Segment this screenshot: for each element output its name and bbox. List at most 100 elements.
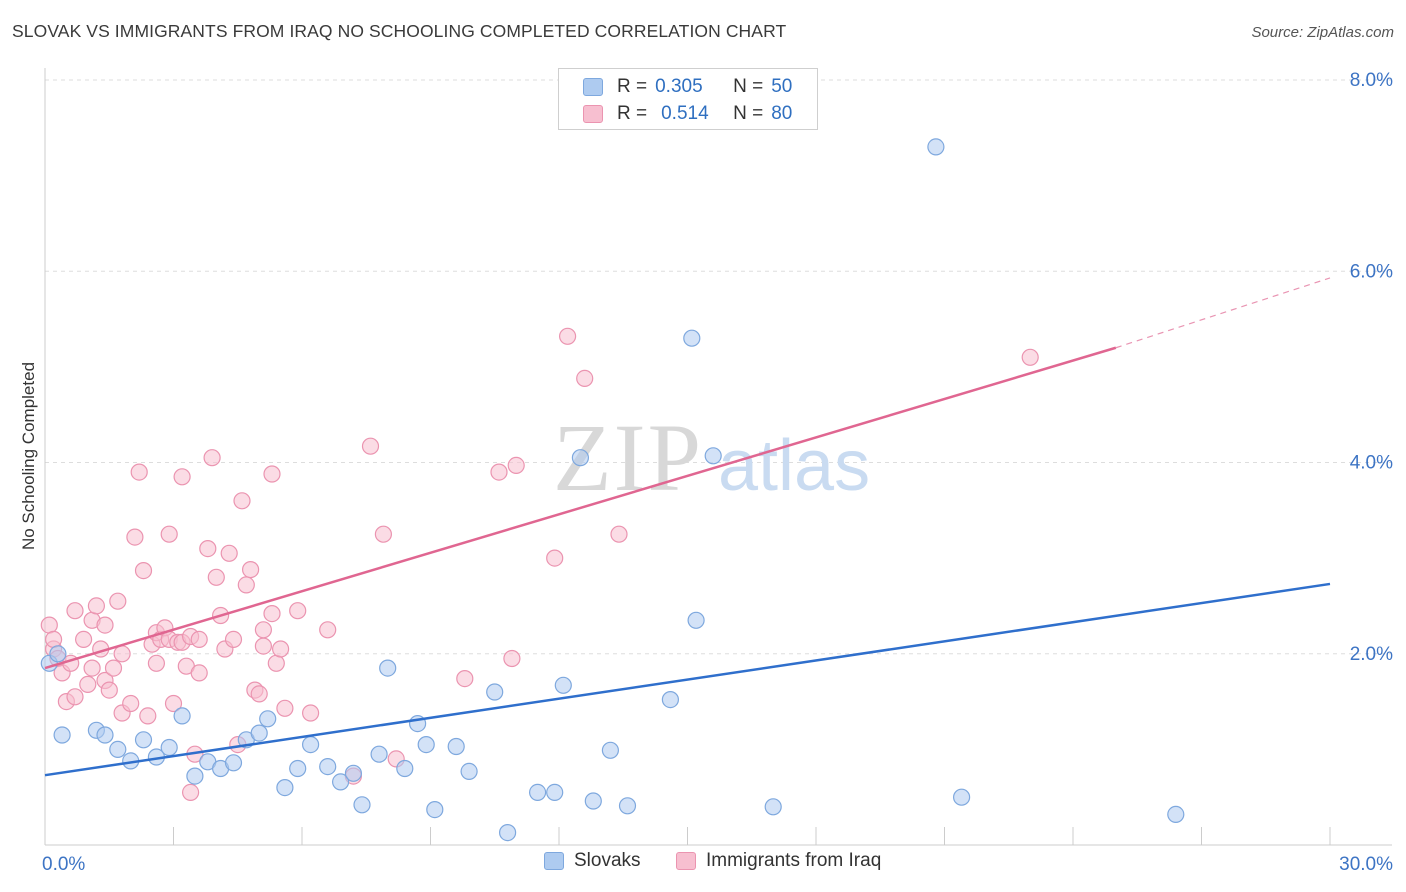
trend-lines — [44, 277, 1331, 777]
iraq-point — [250, 685, 268, 703]
slovak-point — [601, 741, 620, 759]
slovak-point — [528, 783, 547, 802]
iraq-point — [456, 669, 474, 688]
slovak-point — [486, 683, 504, 701]
iraq-point — [199, 539, 217, 558]
iraq-point — [242, 560, 260, 579]
iraq-point — [558, 327, 577, 345]
slovak-point — [1167, 805, 1185, 824]
iraq-point — [66, 688, 84, 706]
iraq-point — [113, 645, 131, 663]
iraq-point — [96, 616, 114, 634]
iraq-trend-extension — [1115, 277, 1331, 349]
slovak-point — [704, 447, 722, 465]
iraq-point — [263, 604, 281, 623]
slovak-point — [53, 726, 71, 744]
iraq-point — [160, 525, 178, 543]
iraq-point — [237, 576, 255, 594]
iraq-point — [79, 675, 97, 694]
slovak-point — [160, 738, 178, 757]
legend-n-label: N = — [733, 76, 764, 97]
watermark: ZIP atlas — [553, 404, 870, 511]
iraq-point — [83, 659, 101, 677]
grid-lines — [45, 79, 1392, 655]
slovak-point — [379, 659, 397, 677]
iraq-point — [87, 597, 106, 615]
slovak-point — [952, 788, 971, 806]
slovak-point — [344, 764, 362, 782]
legend-row-slovaks: R = 0.305 N = 50 — [583, 74, 792, 100]
slovak-point — [683, 329, 701, 347]
x-tick-label: 30.0% — [1339, 854, 1393, 875]
slovak-point — [618, 797, 637, 815]
iraq-point — [254, 621, 272, 639]
bottom-legend-swatch-iraq — [676, 852, 696, 870]
slovak-point — [186, 767, 204, 785]
slovak-point — [927, 138, 945, 156]
iraq-point — [576, 369, 594, 387]
slovak-point — [134, 731, 153, 749]
iraq-point — [374, 525, 392, 543]
legend-n-value: 80 — [771, 103, 793, 124]
iraq-point — [503, 649, 521, 668]
slovak-point — [173, 707, 191, 725]
slovak-point — [584, 792, 602, 810]
chart-title: SLOVAK VS IMMIGRANTS FROM IRAQ NO SCHOOL… — [12, 21, 787, 41]
slovak-point — [276, 778, 294, 797]
slovak-point — [661, 690, 680, 709]
slovak-point — [259, 710, 277, 728]
bottom-legend-label-slovaks: Slovaks — [574, 850, 641, 871]
slovak-point — [49, 645, 67, 663]
legend-box: R = 0.305 N = 50 R = 0.514 N = 80 — [558, 68, 818, 130]
legend-n-value: 50 — [771, 76, 793, 97]
slovak-point — [250, 724, 268, 742]
slovak-point — [96, 726, 114, 744]
iraq-point — [104, 659, 123, 677]
slovak-point — [332, 773, 350, 791]
iraq-point — [272, 640, 290, 658]
legend-r-value: 0.514 — [661, 103, 709, 124]
iraq-point — [74, 630, 93, 649]
slovak-point — [571, 449, 590, 467]
iraq-point — [40, 616, 58, 634]
iraq-point — [100, 681, 118, 699]
legend-r-label: R = — [617, 76, 648, 97]
slovak-trend-line — [44, 582, 1331, 777]
iraq-point — [182, 783, 200, 802]
slovak-point — [109, 740, 127, 759]
iraq-point — [190, 630, 208, 649]
iraq-point — [190, 664, 208, 682]
iraq-point — [1021, 348, 1039, 366]
watermark-atlas: atlas — [718, 426, 870, 506]
source-label: Source: ZipAtlas.com — [1251, 24, 1394, 41]
y-tick-label: 2.0% — [1350, 644, 1393, 665]
iraq-point — [139, 707, 157, 725]
iraq-point — [490, 463, 508, 481]
bottom-legend-slovaks: Slovaks — [544, 850, 641, 872]
slovak-point — [460, 762, 478, 781]
iraq-point — [289, 602, 307, 620]
iraq-point — [263, 465, 281, 483]
iraq-point — [302, 704, 320, 722]
bottom-legend-label-iraq: Immigrants from Iraq — [706, 850, 882, 871]
legend-r-label: R = — [617, 103, 648, 124]
slovak-point — [554, 676, 572, 694]
iraq-points — [40, 327, 1039, 802]
iraq-point — [164, 694, 183, 713]
iraq-point — [276, 699, 294, 717]
slovak-point — [447, 737, 465, 756]
axes — [44, 68, 1392, 846]
iraq-point — [319, 621, 337, 639]
iraq-point — [361, 437, 380, 455]
iraq-point — [122, 694, 140, 713]
iraq-trend-line — [44, 346, 1117, 670]
iraq-point — [109, 592, 127, 610]
legend-swatch-slovaks — [583, 78, 603, 96]
legend-swatch-iraq — [583, 105, 603, 123]
axis-labels: 2.0% 4.0% 6.0% 8.0% 0.0% 30.0% — [42, 70, 1393, 875]
iraq-point — [203, 449, 221, 467]
y-tick-label: 4.0% — [1350, 453, 1393, 474]
slovak-point — [396, 759, 414, 778]
slovak-point — [370, 745, 388, 763]
slovak-point — [319, 757, 337, 776]
